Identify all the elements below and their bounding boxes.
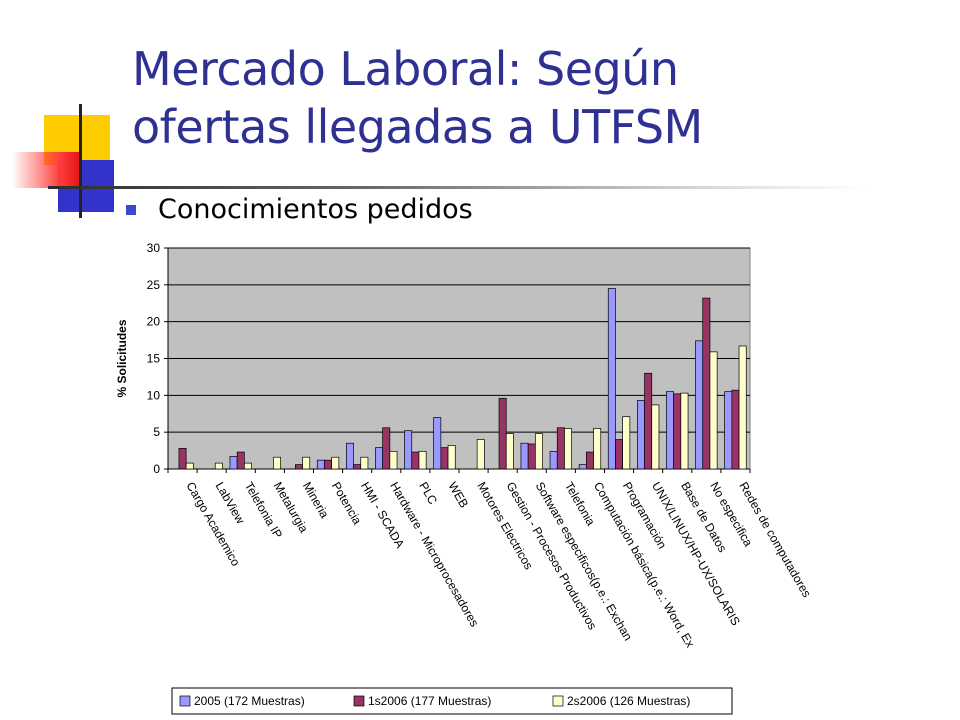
slide-title-line-1: Mercado Laboral: Según bbox=[132, 42, 679, 96]
slide-title: Mercado Laboral: Según ofertas llegadas … bbox=[132, 40, 932, 156]
bar bbox=[636, 400, 645, 470]
bar bbox=[578, 464, 587, 470]
bar bbox=[214, 462, 223, 470]
bar bbox=[615, 439, 624, 470]
bar bbox=[644, 372, 653, 470]
x-tick-label: PLC bbox=[416, 480, 440, 508]
legend: 2005 (172 Muestras) 1s2006 (177 Muestras)… bbox=[171, 687, 733, 715]
bar bbox=[593, 428, 602, 470]
legend-box bbox=[171, 687, 733, 715]
bar bbox=[324, 459, 333, 470]
bar bbox=[418, 450, 427, 470]
x-tick-label: Mineria bbox=[300, 480, 332, 521]
bar bbox=[229, 456, 238, 470]
bar bbox=[709, 351, 718, 470]
bar bbox=[702, 297, 711, 470]
bar bbox=[316, 459, 325, 470]
legend-swatch-3 bbox=[552, 695, 564, 707]
bar bbox=[534, 433, 543, 470]
x-tick-label: WEB bbox=[445, 480, 471, 511]
bar bbox=[527, 443, 536, 470]
bar bbox=[353, 464, 362, 470]
bar bbox=[695, 340, 704, 470]
bar bbox=[236, 451, 245, 470]
bullet-item: Conocimientos pedidos bbox=[126, 194, 473, 225]
bullet-icon bbox=[126, 204, 136, 215]
bar bbox=[433, 417, 442, 470]
bar bbox=[607, 288, 616, 470]
legend-entry-3: 2s2006 (126 Muestras) bbox=[567, 694, 690, 708]
y-tick-label: 20 bbox=[147, 315, 161, 329]
bar bbox=[549, 450, 558, 470]
bar bbox=[724, 391, 733, 470]
bar bbox=[556, 427, 565, 470]
legend-entry-1: 2005 (172 Muestras) bbox=[194, 694, 305, 708]
bar bbox=[476, 439, 485, 470]
bar bbox=[178, 448, 187, 470]
bar bbox=[622, 416, 631, 470]
y-tick-label: 10 bbox=[147, 388, 161, 402]
bar bbox=[666, 391, 675, 470]
bar bbox=[389, 450, 398, 470]
bar bbox=[505, 433, 514, 470]
bar bbox=[520, 442, 529, 470]
bar bbox=[411, 451, 420, 470]
slide-title-line-2: ofertas llegadas a UTFSM bbox=[132, 100, 703, 154]
y-tick-label: 25 bbox=[147, 278, 161, 292]
bullet-text: Conocimientos pedidos bbox=[158, 194, 473, 225]
bar bbox=[440, 447, 449, 470]
decor-red-streak bbox=[12, 152, 82, 188]
bar bbox=[244, 462, 252, 470]
bar bbox=[738, 345, 747, 470]
legend-swatch-2 bbox=[353, 695, 365, 707]
bar bbox=[447, 445, 456, 470]
bar bbox=[185, 462, 194, 470]
title-underline bbox=[48, 186, 868, 189]
x-tick-label: Cargo Academico bbox=[183, 480, 243, 569]
bar bbox=[404, 430, 413, 470]
bar bbox=[564, 428, 573, 470]
bar bbox=[360, 456, 369, 470]
bar bbox=[302, 456, 311, 470]
decor-vertical-line bbox=[79, 104, 82, 218]
bar bbox=[273, 456, 282, 470]
y-tick-label: 30 bbox=[147, 241, 161, 255]
y-tick-label: 5 bbox=[153, 425, 160, 439]
bar bbox=[346, 442, 354, 470]
bar bbox=[331, 456, 340, 470]
bar bbox=[731, 389, 740, 470]
bar bbox=[651, 404, 660, 470]
bar bbox=[295, 464, 303, 470]
legend-entry-2: 1s2006 (177 Muestras) bbox=[368, 694, 491, 708]
legend-swatch-1 bbox=[179, 695, 191, 707]
bar bbox=[673, 393, 682, 470]
y-axis-label: % Solicitudes bbox=[115, 319, 129, 397]
y-tick-label: 15 bbox=[147, 352, 161, 366]
bar bbox=[585, 451, 594, 470]
bar bbox=[498, 397, 507, 470]
y-tick-label: 0 bbox=[153, 462, 160, 476]
bar bbox=[680, 392, 689, 470]
bar bbox=[382, 427, 391, 470]
bar bbox=[375, 447, 384, 470]
